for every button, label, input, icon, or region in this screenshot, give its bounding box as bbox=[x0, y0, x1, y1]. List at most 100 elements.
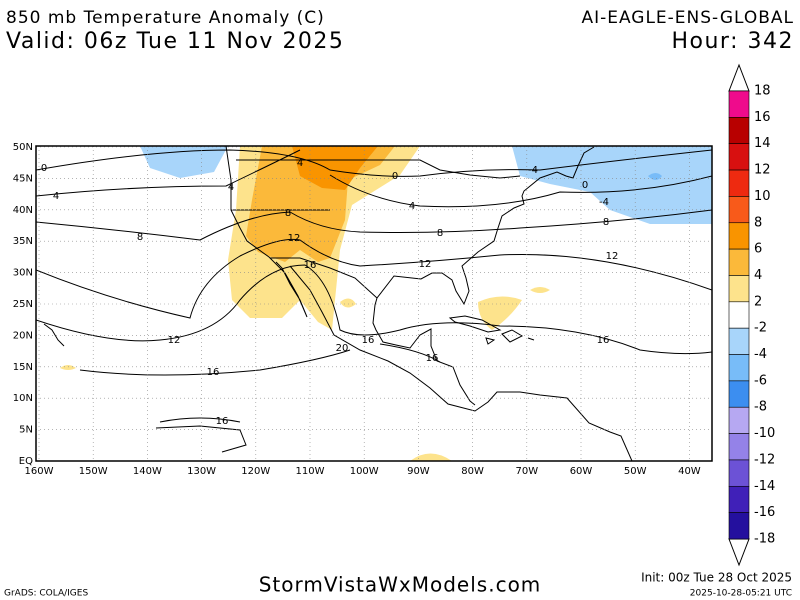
coastline bbox=[448, 315, 535, 345]
colorbar-label: -18 bbox=[754, 532, 775, 547]
title: 850 mb Temperature Anomaly (C) bbox=[6, 8, 325, 28]
contour-label: 4 bbox=[53, 191, 59, 202]
init-time: Init: 00z Tue 28 Oct 2025 bbox=[641, 571, 792, 585]
colorbar-swatch bbox=[728, 169, 750, 197]
contour bbox=[36, 264, 712, 355]
colorbar-label: 4 bbox=[754, 268, 762, 283]
colorbar-label: 2 bbox=[754, 294, 762, 309]
colorbar-label: -10 bbox=[754, 426, 775, 441]
colorbar-label: 12 bbox=[754, 163, 771, 178]
site-name: StormVistaWxModels.com bbox=[259, 573, 542, 597]
contour-label: 20 bbox=[336, 343, 349, 354]
lat-label: 30N bbox=[13, 268, 33, 279]
shade-warm-small bbox=[410, 453, 452, 461]
contour-label: 12 bbox=[419, 259, 432, 270]
colorbar: 18 16 14 12 10 8 6 4 2 -2 -4 -6 -8 -10 -12 -14 -16 -18 bbox=[728, 63, 775, 567]
map-frame bbox=[35, 145, 713, 462]
contour-label: -4 bbox=[528, 165, 538, 176]
lat-label: EQ bbox=[19, 456, 33, 467]
coastline bbox=[372, 146, 595, 406]
colorbar-label: -14 bbox=[754, 479, 775, 494]
contour-label: -4 bbox=[599, 197, 609, 208]
colorbar-label: 16 bbox=[754, 110, 771, 125]
colorbar-swatch bbox=[728, 354, 750, 382]
contour bbox=[36, 238, 712, 319]
coastline bbox=[43, 323, 65, 347]
colorbar-swatch bbox=[728, 406, 750, 434]
lat-label: 35N bbox=[13, 236, 33, 247]
lon-label: 140W bbox=[133, 466, 162, 477]
colorbar-label: 6 bbox=[754, 242, 762, 257]
contour-label: 16 bbox=[597, 335, 610, 346]
lon-label: 40W bbox=[678, 466, 701, 477]
colorbar-swatch bbox=[728, 380, 750, 408]
lon-label: 70W bbox=[515, 466, 538, 477]
colorbar-label: -2 bbox=[754, 321, 767, 336]
colorbar-swatch bbox=[728, 196, 750, 224]
colorbar-swatch bbox=[728, 248, 750, 276]
contour bbox=[36, 209, 712, 241]
colorbar-label: 14 bbox=[754, 136, 771, 151]
lon-label: 110W bbox=[296, 466, 325, 477]
contour-label: 16 bbox=[426, 353, 439, 364]
contour-label: 12 bbox=[288, 233, 301, 244]
colorbar-cap bbox=[728, 63, 750, 92]
colorbar-cap bbox=[728, 538, 750, 567]
shade-cool-2 bbox=[512, 146, 712, 224]
coastlines bbox=[43, 146, 633, 461]
colorbar-swatch bbox=[728, 485, 750, 513]
lon-label: 120W bbox=[241, 466, 270, 477]
colorbar-swatch bbox=[728, 433, 750, 461]
model-name: AI-EAGLE-ENS-GLOBAL bbox=[581, 8, 794, 28]
contour-label: 12 bbox=[606, 251, 619, 262]
lon-label: 160W bbox=[25, 466, 54, 477]
lon-label: 130W bbox=[187, 466, 216, 477]
forecast-hour: Hour: 342 bbox=[671, 29, 794, 54]
contour-label: 0 bbox=[582, 180, 588, 191]
coastline bbox=[225, 146, 633, 461]
colorbar-swatch bbox=[728, 512, 750, 540]
contour-label: 8 bbox=[603, 217, 609, 228]
lon-label: 60W bbox=[570, 466, 593, 477]
shade-cool-2 bbox=[140, 146, 228, 178]
shade-warm-small bbox=[340, 298, 356, 308]
colorbar-label: 18 bbox=[754, 84, 771, 99]
contour-label: 16 bbox=[207, 367, 220, 378]
colorbar-swatch bbox=[728, 275, 750, 303]
contour-label: 12 bbox=[168, 335, 181, 346]
colorbar-swatch bbox=[728, 90, 750, 118]
colorbar-label: 10 bbox=[754, 189, 771, 204]
contour-label: 8 bbox=[137, 232, 143, 243]
colorbar-label: -8 bbox=[754, 400, 767, 415]
contour-label: 16 bbox=[304, 260, 317, 271]
colorbar-swatch bbox=[728, 327, 750, 355]
colorbar-swatch bbox=[728, 222, 750, 250]
contour-label: 4 bbox=[409, 201, 415, 212]
lat-label: 15N bbox=[13, 362, 33, 373]
contour bbox=[159, 417, 241, 423]
shade-warm-small bbox=[530, 287, 550, 293]
contour-label: 0 bbox=[392, 171, 398, 182]
lat-label: 40N bbox=[13, 205, 33, 216]
colorbar-label: 8 bbox=[754, 215, 762, 230]
colorbar-swatch bbox=[728, 459, 750, 487]
coastline bbox=[155, 425, 247, 453]
lat-label: 5N bbox=[19, 425, 33, 436]
contour-label: 0 bbox=[41, 163, 47, 174]
shade-cool-4 bbox=[648, 173, 662, 180]
lat-label: 45N bbox=[13, 173, 33, 184]
shade-warm-small bbox=[60, 365, 76, 370]
shade-warm-4 bbox=[246, 146, 395, 262]
lat-label: 25N bbox=[13, 299, 33, 310]
contour-label: 8 bbox=[437, 228, 443, 239]
lon-label: 150W bbox=[79, 466, 108, 477]
colorbar-label: -4 bbox=[754, 347, 767, 362]
lat-label: 20N bbox=[13, 330, 33, 341]
contour bbox=[79, 343, 441, 376]
contour-label: 4 bbox=[297, 158, 303, 169]
lon-label: 50W bbox=[624, 466, 647, 477]
colorbar-label: -12 bbox=[754, 452, 775, 467]
contour-label: 4 bbox=[228, 182, 234, 193]
